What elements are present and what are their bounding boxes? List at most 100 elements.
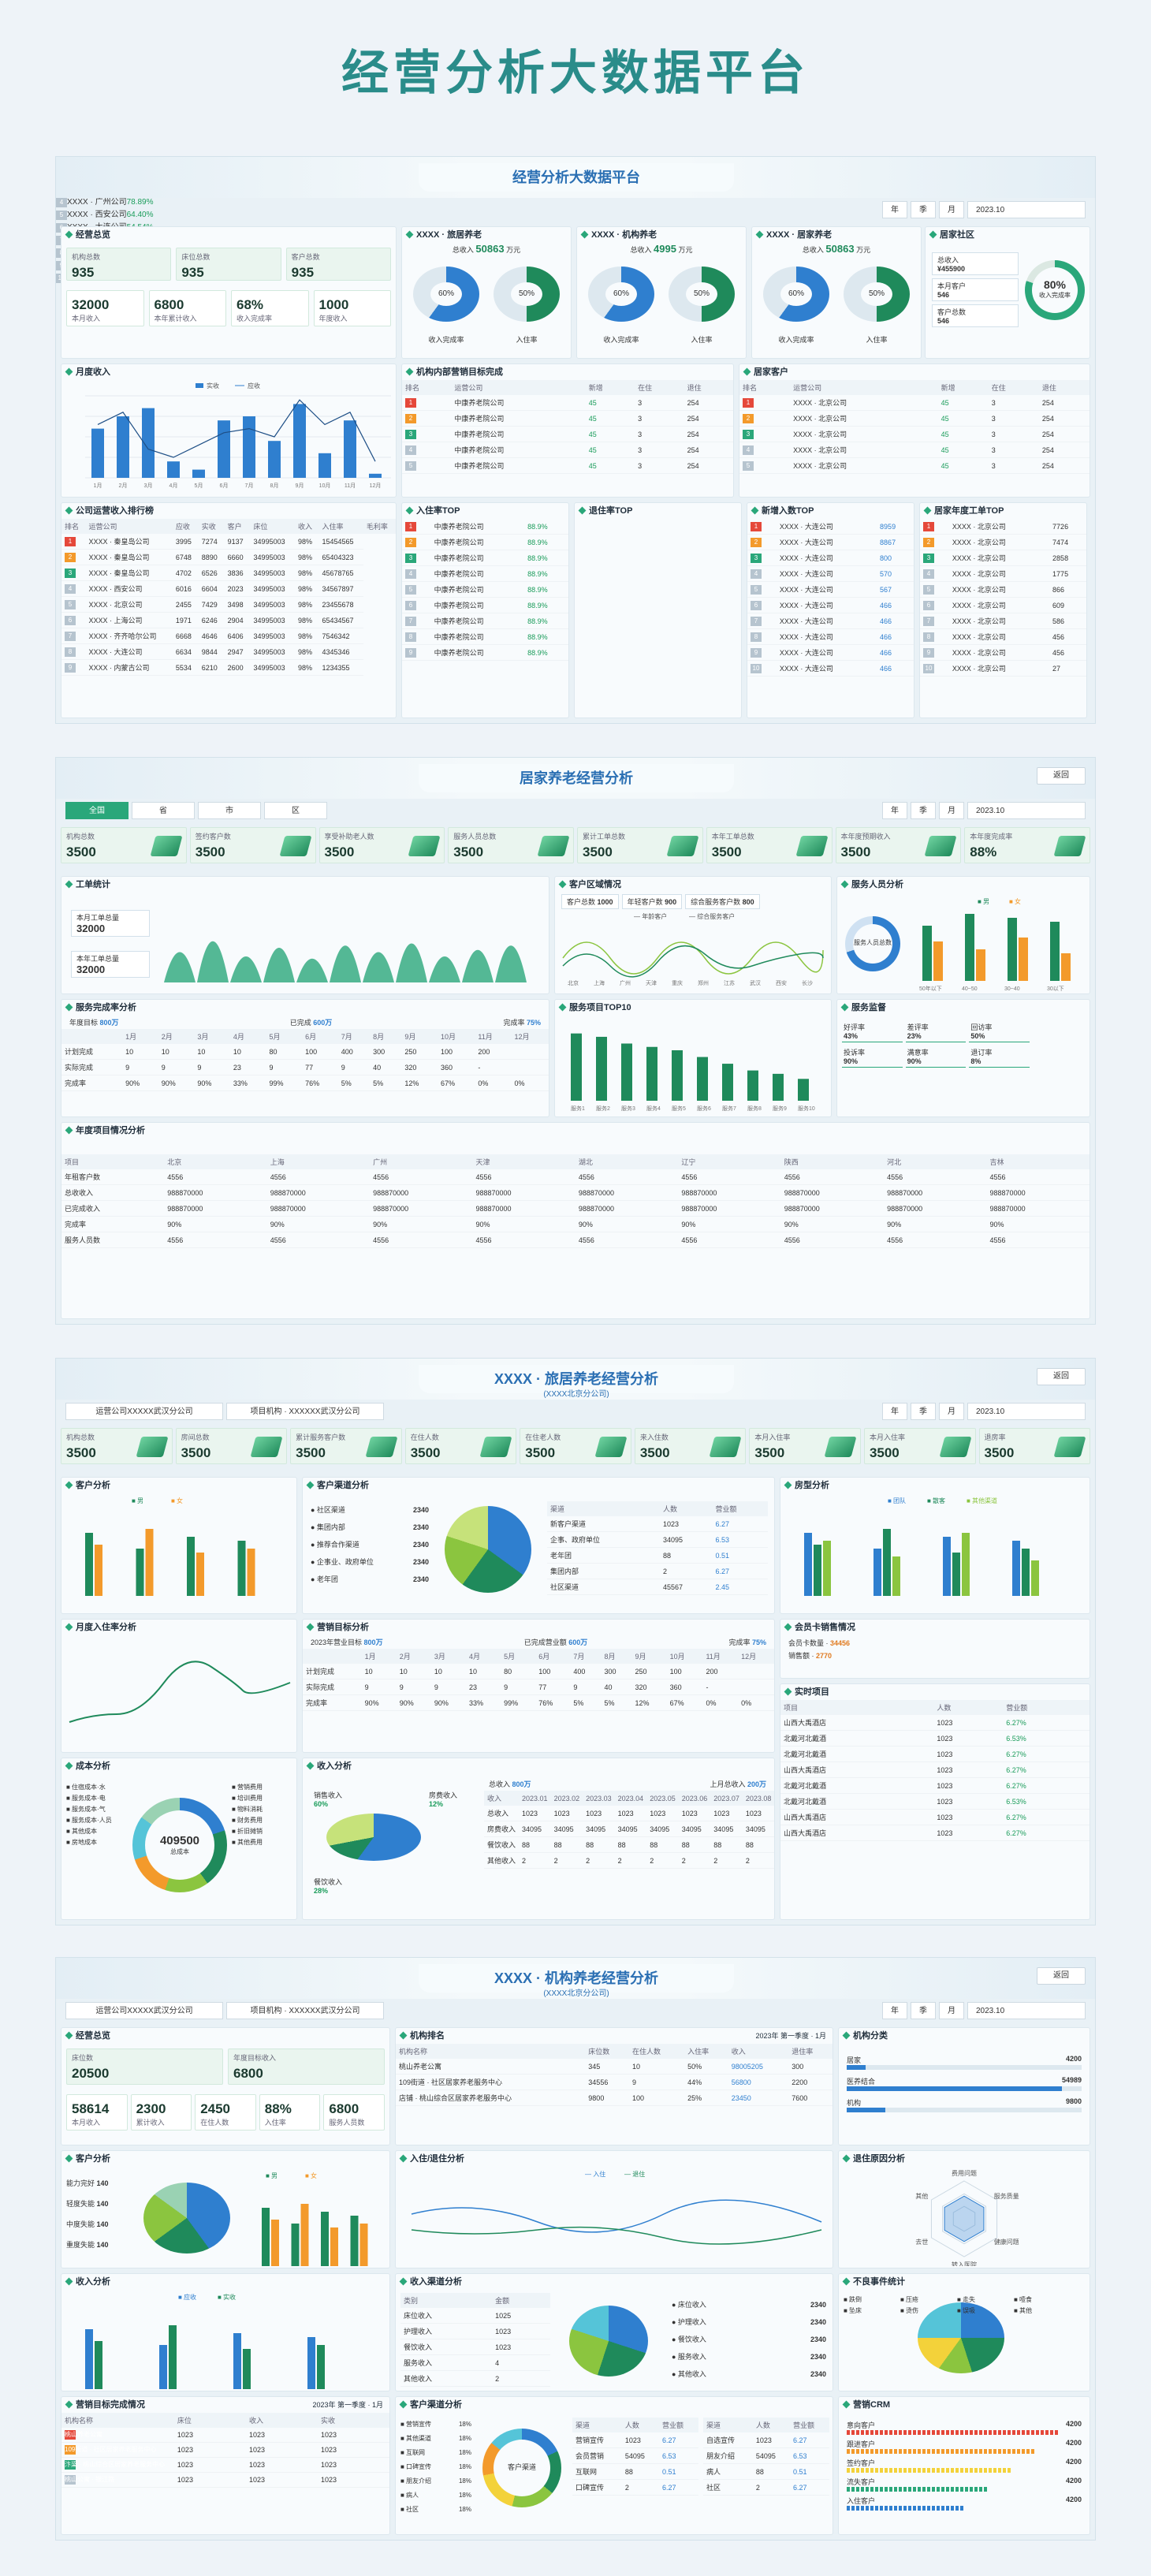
bar[interactable] xyxy=(344,420,356,478)
bar[interactable] xyxy=(317,2345,325,2391)
bar[interactable] xyxy=(237,1541,246,1596)
table-row[interactable]: 病人 88 0.51 xyxy=(703,2463,829,2480)
table-row[interactable]: 3 中康养老院公司 45 3 254 xyxy=(402,426,733,442)
table-row[interactable]: 1 XXXX · 北京公司 7726 xyxy=(920,519,1086,535)
table-row[interactable]: 4 中康养老院公司 88.9% xyxy=(402,565,568,582)
table-row[interactable]: 其他收入 2 xyxy=(400,2370,550,2387)
quarter-button[interactable]: 季 xyxy=(911,2002,936,2019)
bar[interactable] xyxy=(321,2212,329,2266)
bar[interactable] xyxy=(330,2227,338,2266)
month-button[interactable]: 月 xyxy=(939,201,964,218)
table-row[interactable]: 北戴河北戴酒 1023 6.27% xyxy=(780,1746,1090,1762)
bar[interactable] xyxy=(169,2325,177,2391)
bar[interactable] xyxy=(196,1553,204,1596)
bar[interactable] xyxy=(1031,1560,1039,1596)
back-button[interactable]: 返回 xyxy=(1037,767,1086,785)
table-row[interactable]: 互联网 88 0.51 xyxy=(572,2463,698,2480)
table-row[interactable]: 2 XXXX · 北京公司 7474 xyxy=(920,534,1086,550)
month-button[interactable]: 月 xyxy=(939,802,964,819)
bar[interactable] xyxy=(369,473,382,478)
table-row[interactable]: 7 XXXX · 齐齐哈尔公司 6668 4646 6406 34995003 98% 754… xyxy=(61,628,396,644)
bar[interactable] xyxy=(798,1079,809,1101)
bar[interactable] xyxy=(159,2345,167,2391)
tab-district[interactable]: 区 xyxy=(264,802,327,819)
bar[interactable] xyxy=(85,2329,93,2391)
bar[interactable] xyxy=(187,1537,195,1596)
bar[interactable] xyxy=(91,428,104,478)
date-select[interactable]: 2023.10 xyxy=(967,201,1086,218)
table-row[interactable]: 服务收入 4 xyxy=(400,2354,550,2371)
table-row[interactable]: 计划完成 10 10 10 10 80 100 400 300 250 100 200 xyxy=(303,1664,774,1679)
table-row[interactable]: 5 中康养老院公司 45 3 254 xyxy=(402,457,733,474)
table-row[interactable]: 6 中康养老院公司 88.9% xyxy=(402,597,568,613)
bar[interactable] xyxy=(167,461,180,478)
table-row[interactable]: 4 XXXX · 大连公司 570 xyxy=(747,565,914,582)
table-row[interactable]: 1 XXXX · 大连公司 8959 xyxy=(747,519,914,535)
company-select[interactable]: 运营公司XXXXX武汉分公司 xyxy=(65,2002,223,2019)
bar[interactable] xyxy=(571,1033,582,1101)
back-button[interactable]: 返回 xyxy=(1037,1967,1086,1985)
table-row[interactable]: 其他收入222222222 xyxy=(484,1852,774,1869)
table-row[interactable]: 完成率 90% 90% 90% 90% 90% 90% 90% 90% 90% xyxy=(61,1216,1090,1232)
table-row[interactable]: 6 XXXX · 大连公司 466 xyxy=(747,597,914,613)
table-row[interactable]: 汴梁 · 桃山综合区居家养老服务中心 1023 1023 1023 xyxy=(61,2457,389,2473)
table-row[interactable]: 10 XXXX · 北京公司 27 xyxy=(920,660,1086,677)
table-row[interactable]: 4 XXXX · 北京公司 1775 xyxy=(920,565,1086,582)
back-button[interactable]: 返回 xyxy=(1037,1368,1086,1385)
table-row[interactable]: 109街道 · 社区居家养老服务中心 1023 1023 1023 xyxy=(61,2442,389,2458)
bar[interactable] xyxy=(814,1545,821,1596)
table-row[interactable]: 109街道 · 社区居家养老服务中心 34556 9 44% 56800 2200 xyxy=(396,2074,833,2090)
year-button[interactable]: 年 xyxy=(882,802,907,819)
table-row[interactable]: 5 XXXX · 西安公司 64.40% xyxy=(56,207,154,220)
bar[interactable] xyxy=(243,2349,251,2391)
bar[interactable] xyxy=(233,2333,241,2391)
date-select[interactable]: 2023.10 xyxy=(967,2002,1086,2019)
table-row[interactable]: 9 XXXX · 大连公司 466 xyxy=(747,644,914,661)
table-row[interactable]: 3 XXXX · 北京公司 45 3 254 xyxy=(739,426,1090,442)
table-row[interactable]: 北戴河北戴酒 1023 6.53% xyxy=(780,1730,1090,1747)
bar[interactable] xyxy=(243,416,255,478)
table-row[interactable]: 3 中康养老院公司 88.9% xyxy=(402,550,568,566)
table-row[interactable]: 山西大禹酒店 1023 6.27% xyxy=(780,1715,1090,1731)
quarter-button[interactable]: 季 xyxy=(911,201,936,218)
bar[interactable] xyxy=(596,1036,607,1101)
table-row[interactable]: 完成率 90% 90% 90% 33% 99% 76% 5% 5% 12% 67% 0% 0% xyxy=(61,1075,549,1091)
table-row[interactable]: 2 XXXX · 北京公司 45 3 254 xyxy=(739,410,1090,427)
tab-province[interactable]: 省 xyxy=(132,802,195,819)
quarter-button[interactable]: 季 xyxy=(911,1403,936,1420)
year-button[interactable]: 年 xyxy=(882,201,907,218)
table-row[interactable]: 8 中康养老院公司 88.9% xyxy=(402,628,568,645)
bar[interactable] xyxy=(268,441,281,478)
table-row[interactable]: 1 中康养老院公司 45 3 254 xyxy=(402,395,733,411)
table-row[interactable]: 5 XXXX · 北京公司 2455 7429 3498 34995003 98% 23455… xyxy=(61,596,396,613)
table-row[interactable]: 2 XXXX · 秦皇岛公司 6748 8890 6660 34995003 98% 6540… xyxy=(61,549,396,565)
table-row[interactable]: 3 XXXX · 北京公司 2858 xyxy=(920,550,1086,566)
bar[interactable] xyxy=(271,2220,279,2266)
bar[interactable] xyxy=(350,2216,359,2266)
company-select[interactable]: 运营公司XXXXX武汉分公司 xyxy=(65,1403,223,1420)
table-row[interactable]: 9 中康养老院公司 88.9% xyxy=(402,644,568,661)
table-row[interactable]: 2 中康养老院公司 45 3 254 xyxy=(402,410,733,427)
table-row[interactable]: 山西大禹酒店 1023 6.27% xyxy=(780,1825,1090,1841)
bar[interactable] xyxy=(933,941,943,981)
bar[interactable] xyxy=(318,453,331,478)
bar[interactable] xyxy=(922,926,932,981)
table-row[interactable]: 山西大禹酒店 1023 6.27% xyxy=(780,1761,1090,1778)
table-row[interactable]: 会员营销 54095 6.53 xyxy=(572,2447,698,2464)
bar[interactable] xyxy=(145,1529,154,1596)
table-row[interactable]: 山西大禹酒店 1023 6.27% xyxy=(780,1809,1090,1825)
table-row[interactable]: 新客户渠道 1023 6.27 xyxy=(547,1516,768,1532)
bar[interactable] xyxy=(192,469,205,478)
bar[interactable] xyxy=(95,1545,102,1596)
bar[interactable] xyxy=(962,1533,970,1596)
table-row[interactable]: 5 XXXX · 北京公司 866 xyxy=(920,581,1086,598)
table-row[interactable]: 桃山养老公寓 1023 1023 1023 xyxy=(61,2428,389,2443)
table-row[interactable]: 4 XXXX · 北京公司 45 3 254 xyxy=(739,442,1090,458)
bar[interactable] xyxy=(773,1073,784,1101)
bar[interactable] xyxy=(291,2224,300,2266)
bar[interactable] xyxy=(1008,918,1017,981)
table-row[interactable]: 餐饮收入 1023 xyxy=(400,2339,550,2355)
bar[interactable] xyxy=(646,1046,657,1101)
table-row[interactable]: 社区 2 6.27 xyxy=(703,2479,829,2496)
year-button[interactable]: 年 xyxy=(882,1403,907,1420)
